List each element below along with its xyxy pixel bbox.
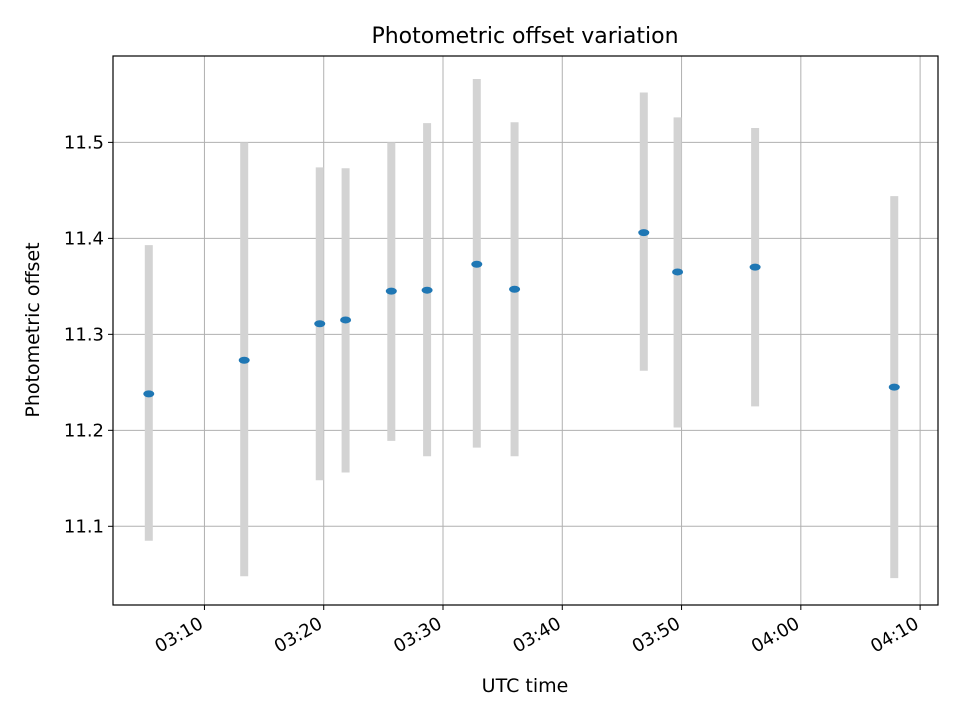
data-point [471, 260, 483, 268]
x-tick-label: 03:20 [271, 613, 326, 657]
data-point [385, 287, 397, 295]
data-point [143, 390, 155, 398]
plot-frame [112, 55, 939, 606]
data-point [314, 320, 326, 328]
x-tick-label: 04:10 [867, 613, 922, 657]
x-axis-ticks: 03:10 03:20 03:30 03:40 03:50 04:00 04:10 [152, 605, 923, 657]
y-axis-ticks: 11.1 11.2 11.3 11.4 11.5 [64, 132, 113, 537]
data-point [509, 285, 521, 293]
data-point [238, 356, 250, 364]
y-axis-label: Photometric offset [22, 242, 44, 417]
error-bars [144, 79, 899, 579]
data-point [888, 383, 900, 391]
y-tick-label: 11.5 [64, 132, 104, 153]
x-tick-label: 03:30 [390, 613, 445, 657]
grid [113, 56, 938, 605]
data-point [749, 263, 761, 271]
data-point [340, 316, 352, 324]
y-tick-label: 11.3 [64, 324, 104, 345]
x-tick-label: 03:50 [629, 613, 684, 657]
y-tick-label: 11.4 [64, 228, 104, 249]
y-tick-label: 11.1 [64, 516, 104, 537]
x-axis-label: UTC time [482, 675, 569, 697]
x-tick-label: 04:00 [748, 613, 803, 657]
data-point [638, 229, 650, 237]
data-point [421, 286, 433, 294]
chart-title: Photometric offset variation [371, 24, 678, 49]
data-points [143, 229, 900, 398]
x-tick-label: 03:10 [152, 613, 207, 657]
y-tick-label: 11.2 [64, 420, 104, 441]
x-tick-label: 03:40 [509, 613, 564, 657]
data-point [672, 268, 684, 276]
